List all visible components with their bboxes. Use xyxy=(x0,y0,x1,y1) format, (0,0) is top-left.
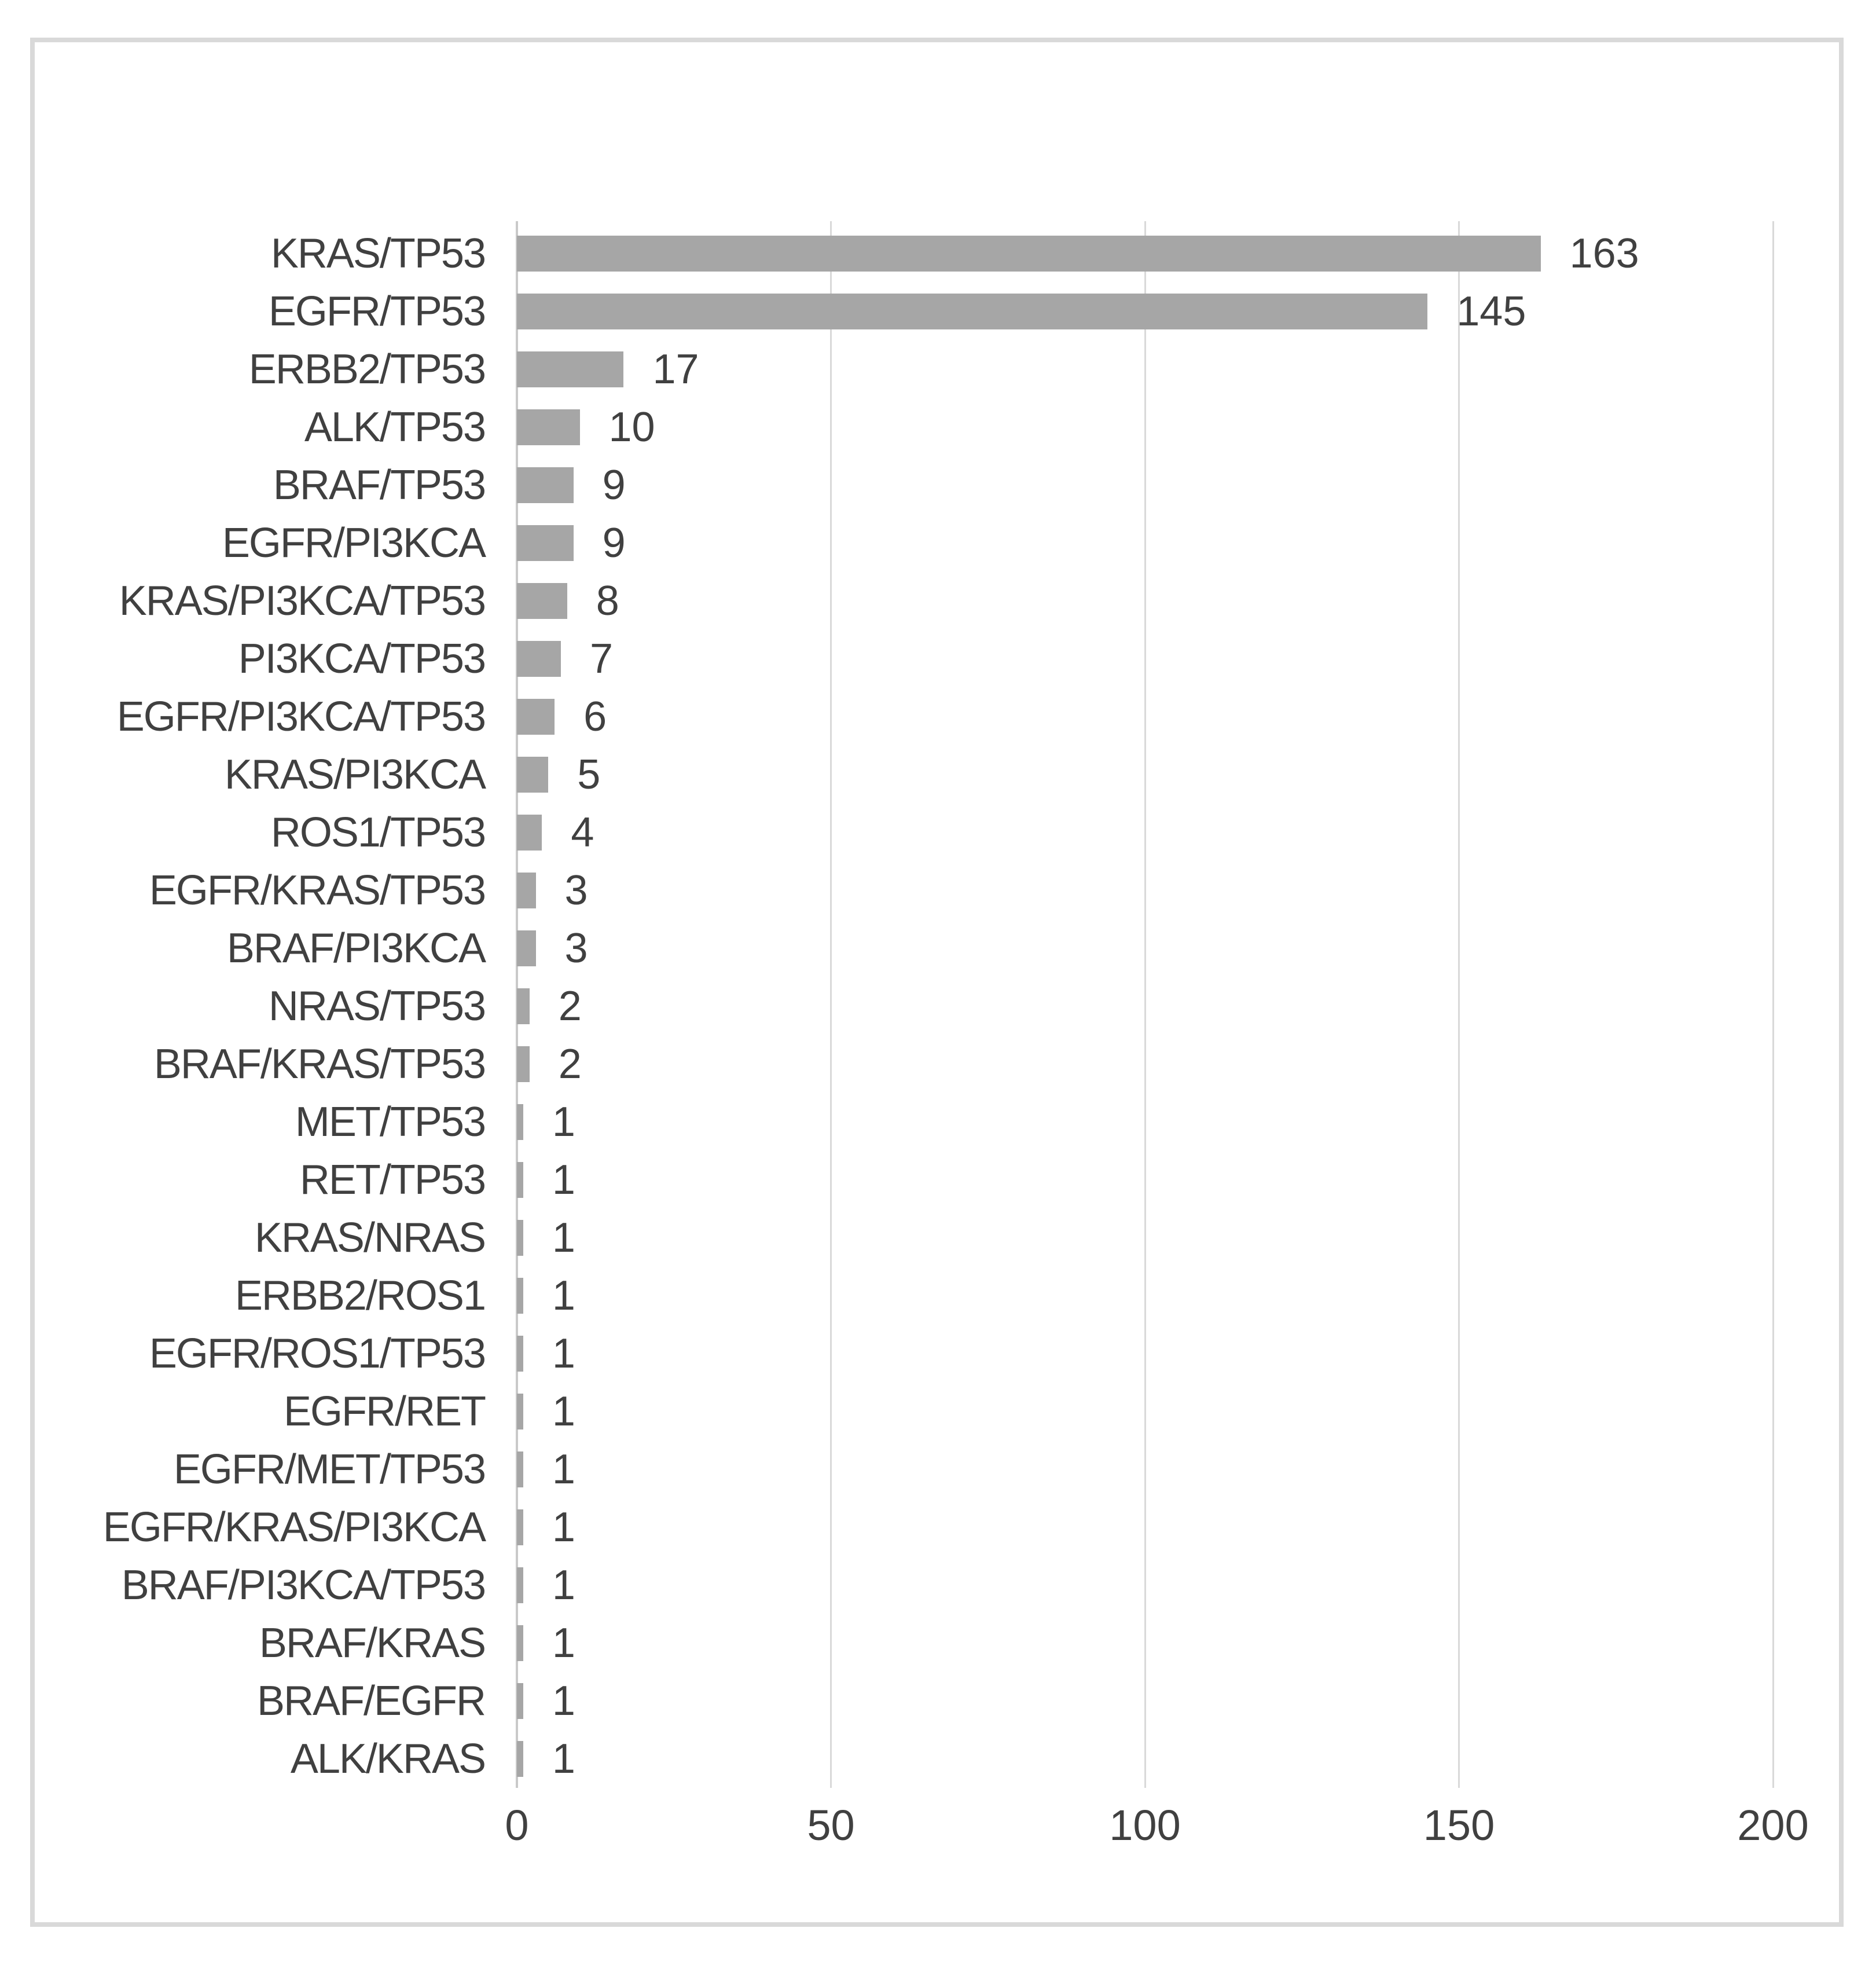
category-label: KRAS/PI3KCA/TP53 xyxy=(119,578,486,624)
category-label: EGFR/PI3KCA xyxy=(222,520,486,566)
gridline xyxy=(1144,221,1146,1788)
value-label: 6 xyxy=(583,694,607,740)
category-label: KRAS/TP53 xyxy=(270,230,486,277)
value-label: 145 xyxy=(1456,288,1526,335)
value-label: 1 xyxy=(552,1678,575,1724)
category-label: ROS1/TP53 xyxy=(270,809,486,856)
bar xyxy=(517,1220,523,1256)
value-label: 9 xyxy=(602,462,626,508)
value-label: 7 xyxy=(589,636,613,682)
category-label: BRAF/TP53 xyxy=(273,462,486,508)
bar xyxy=(517,294,1428,329)
category-label: NRAS/TP53 xyxy=(268,983,486,1029)
category-label: EGFR/KRAS/TP53 xyxy=(149,867,486,914)
bar xyxy=(517,815,542,851)
category-label: KRAS/PI3KCA xyxy=(224,752,486,798)
category-label: BRAF/KRAS xyxy=(259,1620,486,1666)
value-label: 1 xyxy=(552,1388,575,1435)
value-label: 1 xyxy=(552,1273,575,1319)
bar xyxy=(517,1046,530,1082)
x-tick-label: 100 xyxy=(1109,1801,1181,1849)
bar xyxy=(517,757,549,793)
value-label: 5 xyxy=(577,752,601,798)
value-label: 10 xyxy=(608,404,655,450)
category-label: BRAF/KRAS/TP53 xyxy=(153,1041,486,1087)
bar xyxy=(517,351,624,387)
x-tick-label: 200 xyxy=(1737,1801,1809,1849)
bar xyxy=(517,1278,523,1314)
bar xyxy=(517,1509,523,1545)
category-label: EGFR/PI3KCA/TP53 xyxy=(116,694,486,740)
value-label: 1 xyxy=(552,1446,575,1493)
bar xyxy=(517,1741,523,1777)
category-label: ALK/TP53 xyxy=(304,404,486,450)
value-label: 163 xyxy=(1569,230,1639,277)
category-label: BRAF/PI3KCA xyxy=(226,925,486,972)
value-label: 17 xyxy=(652,346,699,393)
category-label: EGFR/MET/TP53 xyxy=(173,1446,486,1493)
bar xyxy=(517,1683,523,1719)
bar xyxy=(517,583,567,619)
category-label: BRAF/EGFR xyxy=(256,1678,486,1724)
category-label: EGFR/RET xyxy=(283,1388,486,1435)
value-label: 2 xyxy=(558,983,582,1029)
bar xyxy=(517,1625,523,1661)
bar xyxy=(517,1104,523,1140)
bar xyxy=(517,1336,523,1372)
category-label: ERBB2/TP53 xyxy=(248,346,486,393)
bar xyxy=(517,988,530,1024)
value-label: 1 xyxy=(552,1215,575,1261)
category-label: ALK/KRAS xyxy=(290,1736,486,1782)
value-label: 1 xyxy=(552,1620,575,1666)
bar xyxy=(517,409,580,445)
value-label: 1 xyxy=(552,1330,575,1377)
category-label: RET/TP53 xyxy=(299,1157,486,1203)
value-label: 2 xyxy=(558,1041,582,1087)
value-label: 1 xyxy=(552,1504,575,1551)
value-label: 1 xyxy=(552,1736,575,1782)
category-label: BRAF/PI3KCA/TP53 xyxy=(121,1562,486,1608)
bar xyxy=(517,873,536,908)
bar xyxy=(517,930,536,966)
bar xyxy=(517,699,555,735)
category-label: EGFR/KRAS/PI3KCA xyxy=(102,1504,486,1551)
gridline xyxy=(1458,221,1460,1788)
x-tick-label: 0 xyxy=(505,1801,529,1849)
gridline xyxy=(830,221,832,1788)
value-label: 3 xyxy=(564,925,588,972)
category-label: EGFR/ROS1/TP53 xyxy=(149,1330,486,1377)
value-label: 1 xyxy=(552,1099,575,1145)
bar xyxy=(517,525,574,561)
category-label: MET/TP53 xyxy=(295,1099,486,1145)
bar xyxy=(517,236,1541,272)
value-label: 4 xyxy=(571,809,594,856)
value-label: 1 xyxy=(552,1157,575,1203)
gridline xyxy=(1772,221,1774,1788)
category-label: EGFR/TP53 xyxy=(268,288,486,335)
chart-frame xyxy=(30,38,1844,1927)
bar xyxy=(517,1451,523,1487)
value-label: 1 xyxy=(552,1562,575,1608)
x-tick-label: 150 xyxy=(1423,1801,1495,1849)
x-tick-label: 50 xyxy=(807,1801,855,1849)
value-label: 8 xyxy=(596,578,619,624)
bar xyxy=(517,1162,523,1198)
category-label: KRAS/NRAS xyxy=(254,1215,486,1261)
bar xyxy=(517,641,561,677)
value-label: 9 xyxy=(602,520,626,566)
value-label: 3 xyxy=(564,867,588,914)
bar xyxy=(517,1567,523,1603)
bar xyxy=(517,467,574,503)
bar xyxy=(517,1394,523,1429)
category-label: PI3KCA/TP53 xyxy=(238,636,486,682)
category-label: ERBB2/ROS1 xyxy=(234,1273,486,1319)
